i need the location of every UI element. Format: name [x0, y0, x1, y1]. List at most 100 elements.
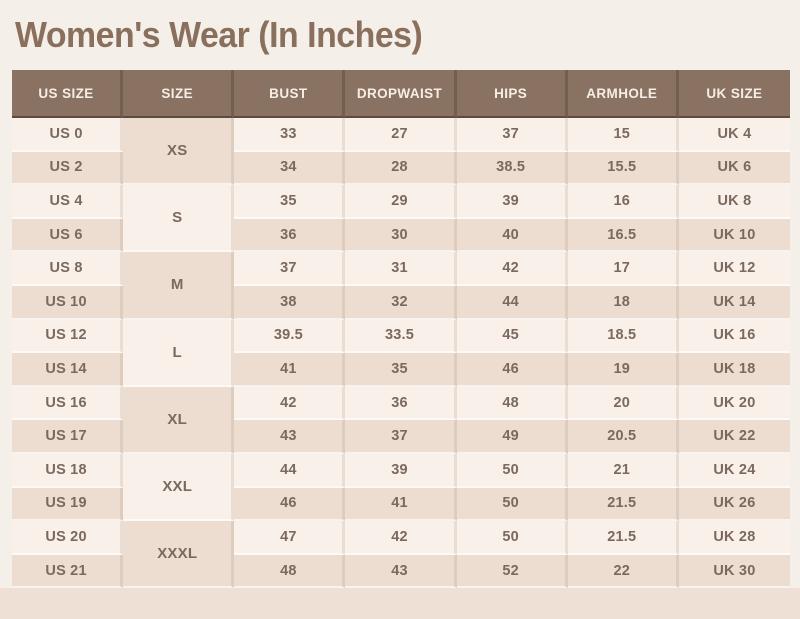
- cell-dropwaist: 33.5: [345, 319, 457, 354]
- cell-us-size: US 2: [12, 151, 124, 186]
- cell-dropwaist: 41: [345, 487, 457, 522]
- size-chart-body: US 0 XS 33 27 37 15 UK 4 US 2 34 28 38.5 15.5 UK 6 US…: [12, 118, 790, 589]
- cell-bust: 42: [234, 386, 346, 421]
- cell-bust: 38: [234, 285, 346, 320]
- cell-uk-size: UK 20: [678, 386, 790, 421]
- cell-size-group: XL: [123, 386, 235, 454]
- cell-us-size: US 16: [12, 386, 124, 421]
- page-title: Women's Wear (In Inches): [15, 14, 423, 55]
- cell-hips: 46: [456, 353, 568, 387]
- cell-hips: 52: [456, 554, 568, 589]
- cell-us-size: US 8: [12, 252, 124, 286]
- cell-size-group: L: [123, 319, 235, 387]
- cell-dropwaist: 32: [345, 285, 457, 320]
- cell-hips: 45: [456, 319, 568, 354]
- header-cell-hips: HIPS: [456, 70, 568, 118]
- cell-us-size: US 10: [12, 285, 124, 320]
- cell-uk-size: UK 24: [678, 453, 790, 488]
- cell-dropwaist: 28: [345, 151, 457, 186]
- cell-us-size: US 20: [12, 521, 124, 555]
- cell-armhole: 18.5: [567, 319, 679, 354]
- cell-bust: 48: [234, 554, 346, 589]
- size-chart-header: US SIZE SIZE BUST DROPWAIST HIPS ARMHOLE…: [12, 70, 790, 118]
- table-row: US 17 43 37 49 20.5 UK 22: [12, 420, 790, 454]
- cell-armhole: 15: [567, 118, 679, 152]
- cell-bust: 37: [234, 252, 346, 286]
- cell-uk-size: UK 8: [678, 185, 790, 219]
- cell-armhole: 15.5: [567, 151, 679, 186]
- table-row: US 21 48 43 52 22 UK 30: [12, 554, 790, 589]
- cell-armhole: 16.5: [567, 218, 679, 253]
- cell-us-size: US 21: [12, 554, 124, 589]
- cell-hips: 38.5: [456, 151, 568, 186]
- cell-us-size: US 19: [12, 487, 124, 522]
- cell-armhole: 20.5: [567, 420, 679, 454]
- cell-dropwaist: 36: [345, 386, 457, 421]
- cell-hips: 49: [456, 420, 568, 454]
- cell-bust: 36: [234, 218, 346, 253]
- cell-dropwaist: 42: [345, 521, 457, 555]
- cell-armhole: 17: [567, 252, 679, 286]
- cell-size-group: XS: [123, 118, 235, 186]
- cell-size-group: S: [123, 185, 235, 253]
- cell-uk-size: UK 16: [678, 319, 790, 354]
- cell-hips: 48: [456, 386, 568, 421]
- table-row: US 10 38 32 44 18 UK 14: [12, 285, 790, 320]
- table-row: US 12 L 39.5 33.5 45 18.5 UK 16: [12, 319, 790, 387]
- cell-size-group: XXL: [123, 453, 235, 522]
- cell-bust: 41: [234, 353, 346, 387]
- table-row: US 2 34 28 38.5 15.5 UK 6: [12, 151, 790, 186]
- cell-hips: 39: [456, 185, 568, 219]
- cell-bust: 33: [234, 118, 346, 152]
- cell-armhole: 19: [567, 353, 679, 387]
- cell-hips: 42: [456, 252, 568, 286]
- cell-us-size: US 6: [12, 218, 124, 253]
- table-row: US 8 M 37 31 42 17 UK 12: [12, 252, 790, 320]
- footer-band: [0, 588, 800, 619]
- cell-uk-size: UK 4: [678, 118, 790, 152]
- size-chart-table: US SIZE SIZE BUST DROPWAIST HIPS ARMHOLE…: [12, 70, 790, 589]
- table-row: US 0 XS 33 27 37 15 UK 4: [12, 118, 790, 186]
- cell-us-size: US 18: [12, 453, 124, 488]
- title-wrap: Women's Wear (In Inches): [0, 0, 800, 70]
- cell-uk-size: UK 6: [678, 151, 790, 186]
- cell-size-group: M: [123, 252, 235, 320]
- header-cell-size: SIZE: [123, 70, 235, 118]
- cell-armhole: 18: [567, 285, 679, 320]
- cell-armhole: 21.5: [567, 487, 679, 522]
- cell-armhole: 21: [567, 453, 679, 488]
- header-cell-uk-size: UK SIZE: [678, 70, 790, 118]
- header-cell-us-size: US SIZE: [12, 70, 124, 118]
- cell-bust: 47: [234, 521, 346, 555]
- cell-bust: 46: [234, 487, 346, 522]
- cell-armhole: 21.5: [567, 521, 679, 555]
- cell-hips: 50: [456, 487, 568, 522]
- cell-uk-size: UK 14: [678, 285, 790, 320]
- cell-dropwaist: 30: [345, 218, 457, 253]
- cell-uk-size: UK 28: [678, 521, 790, 555]
- header-cell-dropwaist: DROPWAIST: [345, 70, 457, 118]
- cell-uk-size: UK 12: [678, 252, 790, 286]
- cell-bust: 43: [234, 420, 346, 454]
- cell-bust: 39.5: [234, 319, 346, 354]
- cell-bust: 35: [234, 185, 346, 219]
- cell-dropwaist: 31: [345, 252, 457, 286]
- cell-us-size: US 14: [12, 353, 124, 387]
- cell-bust: 44: [234, 453, 346, 488]
- cell-uk-size: UK 18: [678, 353, 790, 387]
- cell-dropwaist: 39: [345, 453, 457, 488]
- header-row: US SIZE SIZE BUST DROPWAIST HIPS ARMHOLE…: [12, 70, 790, 118]
- cell-uk-size: UK 30: [678, 554, 790, 589]
- cell-hips: 40: [456, 218, 568, 253]
- table-row: US 18 XXL 44 39 50 21 UK 24: [12, 453, 790, 522]
- cell-us-size: US 4: [12, 185, 124, 219]
- cell-hips: 44: [456, 285, 568, 320]
- cell-us-size: US 0: [12, 118, 124, 152]
- cell-bust: 34: [234, 151, 346, 186]
- cell-hips: 37: [456, 118, 568, 152]
- table-row: US 4 S 35 29 39 16 UK 8: [12, 185, 790, 253]
- cell-hips: 50: [456, 453, 568, 488]
- cell-dropwaist: 43: [345, 554, 457, 589]
- cell-dropwaist: 37: [345, 420, 457, 454]
